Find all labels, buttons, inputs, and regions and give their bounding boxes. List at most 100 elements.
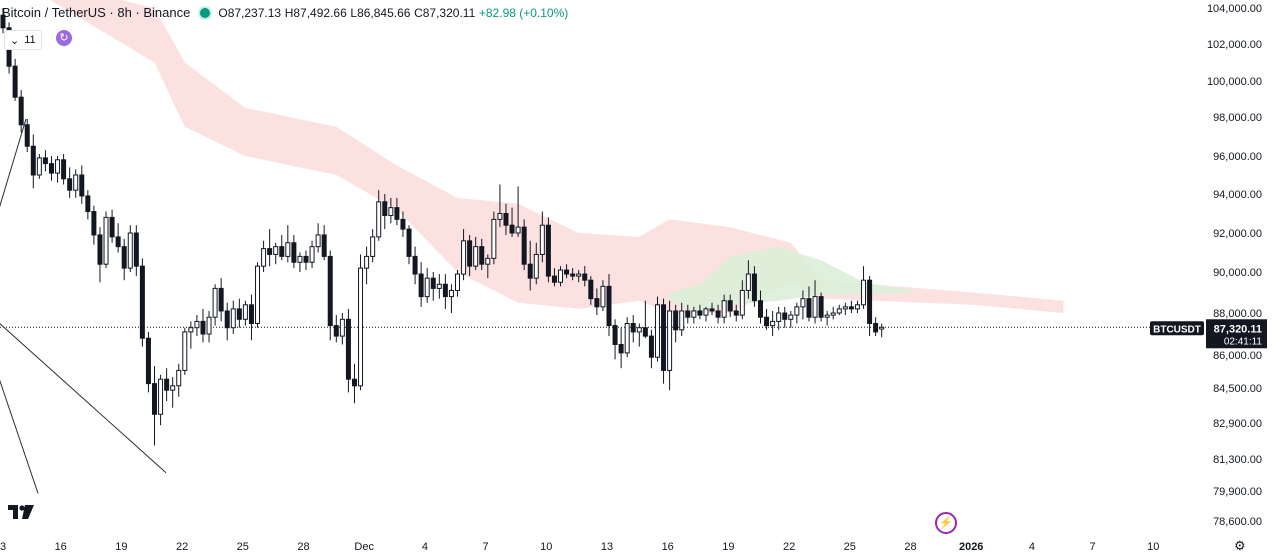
candle-body: [436, 283, 442, 289]
candle-body: [703, 308, 709, 316]
candle: [867, 276, 873, 337]
candle: [467, 234, 473, 277]
indicators-toggle-button[interactable]: ⌄ 11: [4, 30, 42, 50]
candle-body: [206, 316, 212, 335]
candle: [85, 190, 91, 220]
ohlc-open: O87,237.13: [218, 5, 282, 20]
candle-body: [521, 226, 527, 265]
y-tick-label: 94,000.00: [1213, 189, 1262, 201]
candle-body: [733, 310, 739, 316]
candle: [182, 327, 188, 375]
y-tick-label: 104,000.00: [1207, 3, 1262, 15]
candle-body: [485, 257, 491, 265]
candle: [430, 272, 436, 301]
candle-body: [297, 255, 303, 263]
candle-body: [351, 378, 357, 387]
candle: [48, 156, 54, 181]
candle-body: [133, 232, 139, 267]
candle: [479, 238, 485, 271]
price-badge: [1206, 319, 1267, 349]
ichimoku-bear-cloud: [49, 0, 1064, 313]
candle-body: [42, 157, 48, 165]
candle-body: [679, 310, 685, 331]
candle-body: [515, 226, 521, 234]
candle-body: [721, 300, 727, 318]
y-tick-label: 82,900.00: [1213, 418, 1262, 430]
candle: [455, 270, 460, 297]
candle: [727, 294, 733, 318]
candle-body: [812, 296, 818, 318]
refresh-icon[interactable]: ↻: [56, 30, 72, 46]
chevron-down-icon: ⌄: [10, 34, 20, 47]
tradingview-logo-icon[interactable]: [8, 505, 34, 524]
candle-body: [364, 255, 370, 269]
candle-body: [770, 320, 776, 327]
candle-body: [667, 310, 673, 371]
candle: [673, 304, 679, 343]
candle-body: [376, 201, 382, 238]
candle: [418, 262, 424, 307]
candle-body: [85, 195, 91, 213]
bolt-icon[interactable]: ⚡: [935, 512, 957, 534]
candle-body: [412, 255, 418, 275]
candle: [255, 262, 261, 328]
candle: [733, 304, 739, 322]
candle-body: [139, 265, 145, 339]
candle-body: [127, 232, 133, 269]
symbol-title[interactable]: Bitcoin / TetherUS · 8h · Binance: [2, 5, 191, 20]
candle-body: [551, 275, 557, 283]
candle-body: [55, 159, 61, 174]
candle: [36, 154, 42, 179]
candle: [461, 229, 467, 281]
candle: [12, 58, 18, 101]
candle: [473, 236, 479, 271]
candle: [406, 225, 412, 265]
candle: [661, 298, 667, 384]
candle-body: [267, 248, 273, 255]
candle: [297, 252, 303, 272]
candle: [636, 323, 642, 347]
candle: [794, 302, 800, 324]
candle: [758, 290, 763, 324]
candle: [630, 315, 636, 343]
candle: [291, 234, 297, 269]
x-tick-label: 16: [662, 541, 674, 553]
candle-body: [406, 228, 412, 257]
candle-body: [442, 283, 448, 298]
candle-body: [509, 224, 515, 234]
candle: [73, 169, 79, 198]
candle-body: [200, 320, 206, 335]
candle-body: [303, 255, 309, 263]
candle-body: [12, 65, 18, 98]
x-tick-label: 10: [1147, 541, 1159, 553]
candle: [558, 266, 564, 287]
candle: [18, 90, 24, 133]
candle: [303, 250, 309, 271]
candle-body: [824, 314, 830, 318]
candle: [491, 211, 497, 265]
candle: [382, 194, 388, 230]
candle: [24, 118, 30, 153]
candle-body: [248, 304, 254, 324]
candle-body: [794, 306, 800, 316]
candle-body: [382, 201, 388, 216]
candle: [412, 246, 418, 285]
candle: [654, 296, 660, 362]
gear-icon[interactable]: ⚙: [1234, 538, 1246, 553]
candle-body: [73, 174, 79, 191]
candle-body: [236, 308, 242, 320]
candle-body: [867, 279, 873, 325]
candle-body: [473, 246, 479, 267]
candle-body: [109, 216, 115, 238]
candle: [879, 323, 885, 338]
x-tick-label: 10: [540, 541, 552, 553]
candle-body: [564, 269, 570, 275]
candle: [800, 290, 806, 320]
candle: [194, 315, 200, 337]
candle-body: [188, 327, 194, 333]
candle: [327, 250, 333, 341]
candle: [570, 268, 576, 281]
candle-body: [30, 145, 36, 176]
